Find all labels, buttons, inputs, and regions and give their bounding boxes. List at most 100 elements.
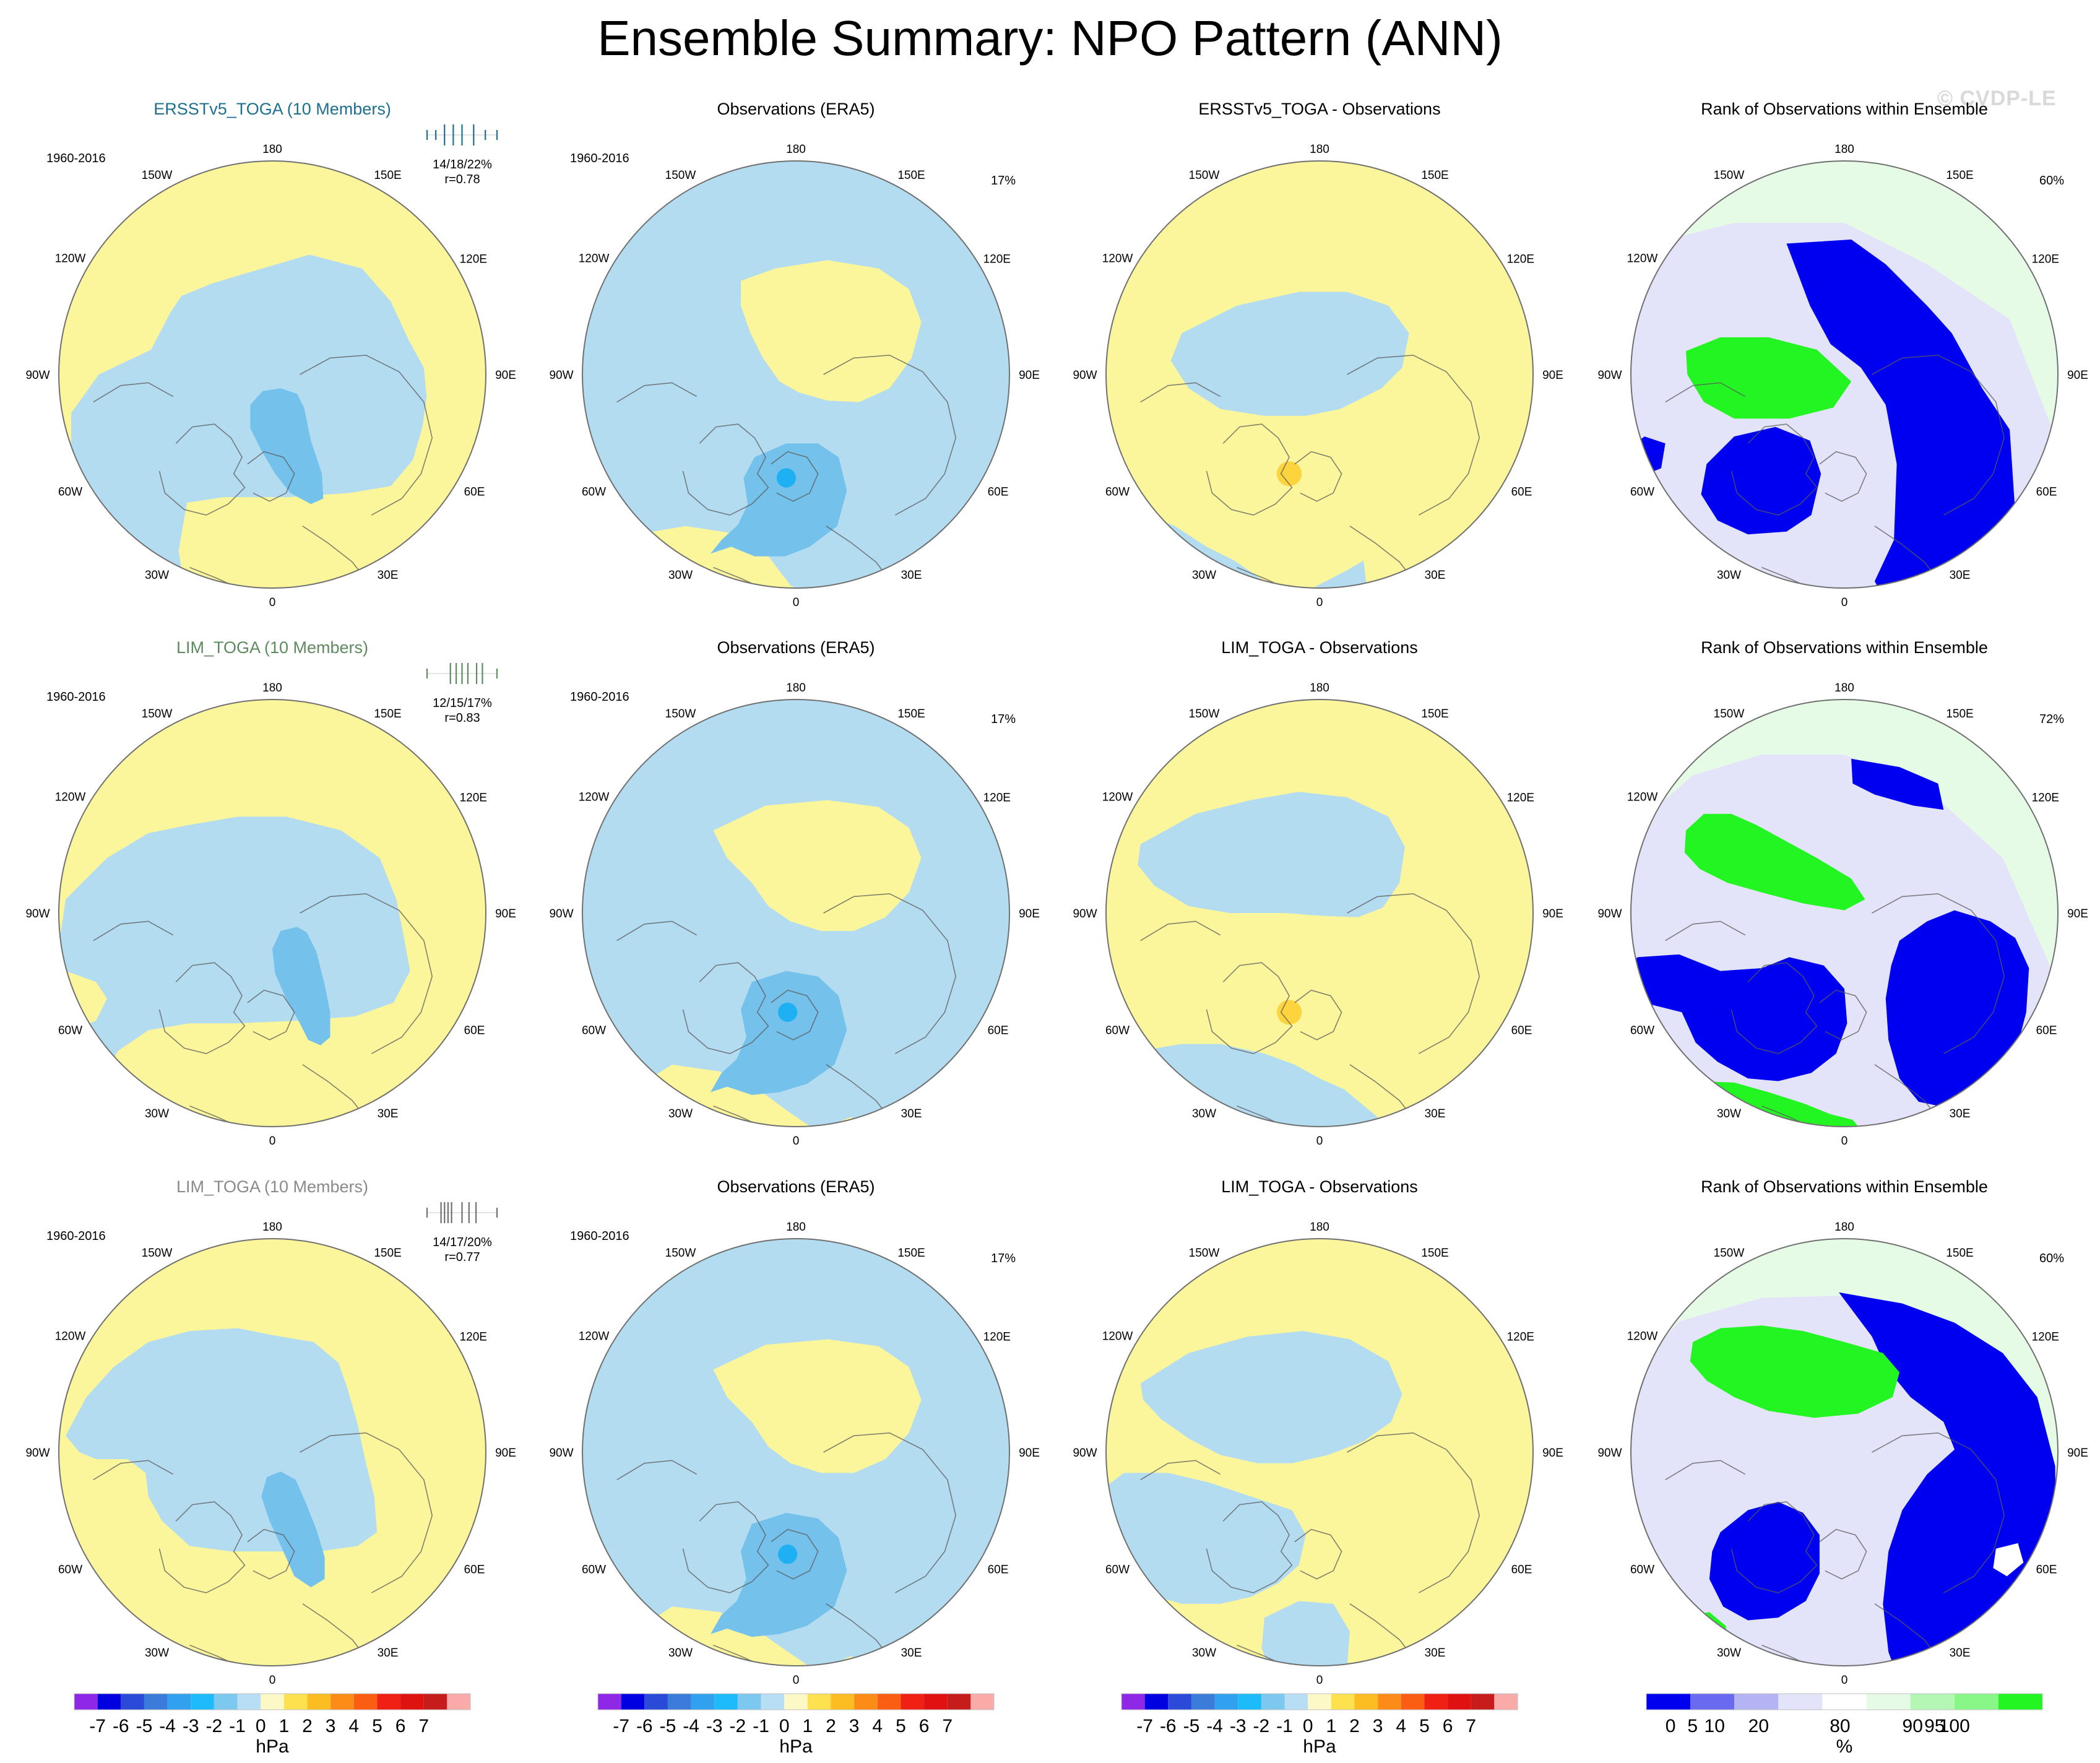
lon-label-left: 90W — [1597, 907, 1622, 920]
lon-label-60w: 60W — [582, 1564, 606, 1577]
lon-label-right: 90E — [495, 907, 516, 920]
coastline — [93, 1460, 174, 1481]
lon-label-bottom: 0 — [1841, 1135, 1848, 1148]
coastline — [1294, 1528, 1342, 1580]
colorbar-tick-label: -4 — [683, 1716, 699, 1736]
map-region — [1885, 910, 2029, 1109]
coastlines — [93, 893, 433, 1127]
lon-label-left: 90W — [25, 1447, 50, 1460]
map-panel-11: 180 0 90E 90W 150E 120E 60E 30E 150W 120W 60W 30W LI… — [1073, 1177, 1563, 1687]
colorbar-tick-label: 4 — [1396, 1716, 1406, 1736]
map-panel-2: 180 0 90E 90W 150E 120E 60E 30E 150W 120W 60W 30W Ob… — [549, 100, 1039, 609]
map-panel-1: 180 0 90E 90W 150E 120E 60E 30E 150W 120W 60W 30W ER… — [25, 100, 516, 609]
lon-label-30w: 30W — [668, 569, 693, 582]
lon-label-60w: 60W — [58, 1564, 82, 1577]
lon-label-150e: 150E — [374, 708, 401, 721]
member-stats: 12/15/17% — [433, 696, 492, 710]
colorbar-tick-label: -7 — [613, 1716, 629, 1736]
lon-label-30w: 30W — [1717, 1107, 1741, 1120]
colorbar-unit: % — [1836, 1736, 1853, 1757]
map-region — [972, 465, 1009, 561]
lon-label-60w: 60W — [1105, 486, 1130, 499]
lon-label-150e: 150E — [1946, 708, 1973, 721]
colorbar-swatch — [1424, 1694, 1448, 1710]
colorbar-tick-label: 90 — [1903, 1716, 1923, 1736]
lon-label-30w: 30W — [145, 1647, 169, 1660]
map-region — [1993, 1543, 2024, 1577]
map-region — [1170, 292, 1409, 416]
lon-label-120e: 120E — [1507, 253, 1534, 266]
coastline — [682, 1501, 769, 1593]
colorbar-tick-label: 3 — [326, 1716, 336, 1736]
coastline — [713, 1105, 865, 1127]
colorbar-swatch — [1822, 1694, 1867, 1710]
map-region — [1851, 758, 1944, 810]
lon-label-top: 180 — [1310, 1221, 1329, 1234]
colorbar-swatch — [1734, 1694, 1779, 1710]
variance-pct: 17% — [991, 1252, 1016, 1265]
lon-label-60w: 60W — [58, 1024, 82, 1037]
panel-title: LIM_TOGA - Observations — [1221, 1177, 1418, 1196]
lon-label-bottom: 0 — [1316, 1674, 1323, 1687]
lon-label-120w: 120W — [1102, 791, 1133, 804]
coastline — [1761, 566, 1914, 588]
coastline — [1294, 451, 1342, 502]
coastline — [771, 451, 819, 502]
colorbar-swatch — [1646, 1694, 1691, 1710]
colorbar-tick-label: 7 — [418, 1716, 429, 1736]
colorbar-swatch — [237, 1694, 261, 1710]
lon-label-top: 180 — [1834, 143, 1854, 156]
coastline — [158, 962, 246, 1054]
lon-label-150w: 150W — [1189, 708, 1220, 721]
colorbar-unit: hPa — [1303, 1736, 1336, 1757]
lon-label-30e: 30E — [1425, 1647, 1446, 1660]
lon-label-120w: 120W — [1627, 791, 1658, 804]
variance-pct: 17% — [991, 174, 1016, 188]
lon-label-60e: 60E — [1511, 486, 1532, 499]
member-stats: 14/17/20% — [433, 1236, 492, 1249]
colorbar-swatch — [97, 1694, 121, 1710]
colorbar-tick-label: 5 — [372, 1716, 382, 1736]
map-region — [261, 1471, 325, 1588]
colorbar-frame — [1121, 1693, 1518, 1710]
lon-label-150w: 150W — [665, 169, 696, 182]
map-region — [71, 254, 427, 588]
colorbar-swatch — [144, 1694, 168, 1710]
lon-label-top: 180 — [1310, 682, 1329, 695]
map-region — [1786, 239, 2015, 588]
panel-title: Rank of Observations within Ensemble — [1701, 1177, 1988, 1196]
map-disc — [59, 1239, 486, 1666]
map-region — [1138, 792, 1405, 917]
lon-label-bottom: 0 — [269, 1135, 276, 1148]
lon-label-right: 90E — [1542, 369, 1563, 382]
lon-label-120w: 120W — [579, 1330, 610, 1343]
map-border — [582, 699, 1010, 1127]
colorbar-swatch — [261, 1694, 284, 1710]
coastline — [1731, 1501, 1818, 1593]
period-label: 1960-2016 — [46, 690, 106, 704]
map-region — [1686, 337, 1852, 419]
colorbar-swatch — [214, 1694, 238, 1710]
lon-label-30w: 30W — [1717, 569, 1741, 582]
lon-label-top: 180 — [262, 682, 282, 695]
colorbar-swatch — [400, 1694, 424, 1710]
colorbar-tick-label: 5 — [896, 1716, 906, 1736]
coastline — [616, 920, 698, 942]
lon-label-150w: 150W — [142, 169, 173, 182]
lon-label-120w: 120W — [55, 253, 86, 266]
panel-title: LIM_TOGA (10 Members) — [176, 1177, 368, 1196]
map-border — [1630, 1238, 2059, 1666]
panel-title: Rank of Observations within Ensemble — [1701, 638, 1988, 657]
colorbar-tick-label: 3 — [849, 1716, 860, 1736]
coastline — [1206, 423, 1293, 516]
map-border — [58, 699, 486, 1127]
colorbar-tick-label: 5 — [1687, 1716, 1698, 1736]
colorbar-tick-label: -7 — [1136, 1716, 1153, 1736]
coastline — [189, 1644, 342, 1666]
lon-label-right: 90E — [1542, 1447, 1563, 1460]
map-region — [1701, 427, 1821, 535]
coastline — [93, 920, 174, 942]
lon-label-150w: 150W — [1714, 708, 1745, 721]
lon-label-150e: 150E — [1421, 1247, 1448, 1260]
watermark: © CVDP-LE — [1937, 87, 2057, 110]
